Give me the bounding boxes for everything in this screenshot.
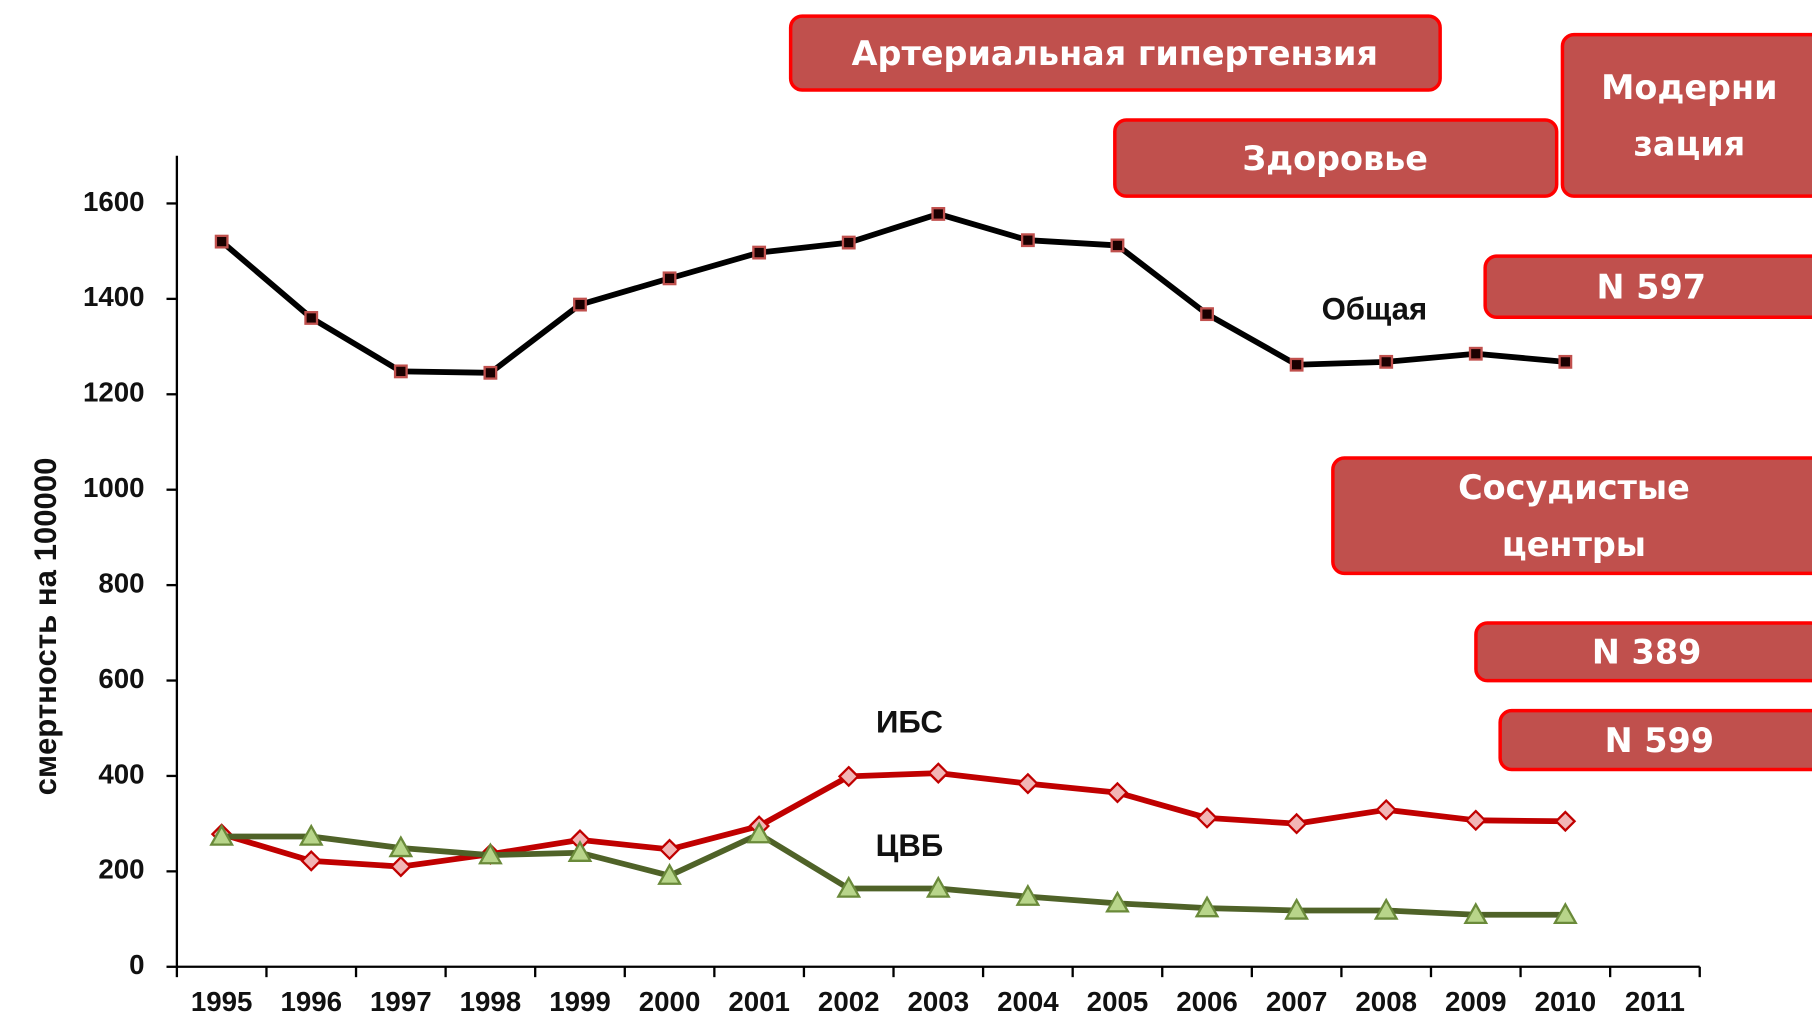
marker [388, 835, 414, 858]
x-tick-label: 2007 [1266, 986, 1328, 1017]
annotation-box [1474, 621, 1812, 683]
marker [1464, 809, 1487, 832]
marker [209, 823, 235, 846]
annotation-box [1331, 456, 1812, 576]
annotation-text: Здоровье [1242, 139, 1428, 178]
y-tick-label: 600 [98, 663, 144, 694]
marker [1194, 895, 1220, 918]
marker [657, 862, 682, 885]
annotation-box [788, 14, 1442, 92]
x-tick-label: 2000 [639, 986, 701, 1017]
marker [1196, 807, 1218, 829]
annotation-text: центры [1502, 525, 1646, 564]
x-tick-label: 1996 [280, 986, 342, 1017]
marker [658, 838, 681, 861]
marker [925, 875, 951, 898]
x-tick-label: 1998 [460, 986, 522, 1017]
annotation-text: N 597 [1597, 267, 1706, 306]
x-tick-label: 2001 [728, 986, 790, 1017]
x-tick-label: 2009 [1445, 986, 1507, 1017]
marker [389, 855, 412, 878]
marker [1375, 798, 1398, 821]
x-tick-label: 2008 [1355, 986, 1417, 1017]
annotation-text: N 389 [1592, 633, 1701, 672]
annotation-box [1113, 118, 1559, 198]
marker [1289, 357, 1304, 372]
y-tick-label: 800 [98, 567, 144, 598]
annotation-text: Артериальная гипертензия [852, 34, 1378, 73]
y-tick-label: 1400 [83, 281, 145, 312]
marker [752, 245, 767, 260]
marker [1200, 307, 1214, 322]
x-tick-label: 1999 [549, 986, 611, 1017]
marker [841, 235, 856, 250]
marker [478, 842, 503, 865]
marker [746, 821, 772, 844]
annotation-text: Сосудистые [1458, 468, 1690, 507]
series-line [221, 831, 1566, 918]
x-tick-label: 1995 [191, 986, 253, 1017]
annotation-box [1483, 254, 1812, 319]
y-tick-label: 200 [98, 854, 144, 885]
series-label: Общая [1322, 292, 1428, 327]
marker [1105, 890, 1130, 913]
x-tick-label: 2004 [997, 986, 1059, 1017]
x-tick-label: 2003 [908, 986, 970, 1017]
series-line [219, 211, 1566, 376]
marker [836, 875, 862, 898]
marker [304, 311, 319, 325]
x-tick-label: 2006 [1176, 986, 1238, 1017]
annotation-box [1560, 32, 1812, 198]
y-tick-label: 1000 [83, 472, 145, 503]
y-tick-label: 1200 [83, 377, 145, 408]
marker [1284, 897, 1309, 920]
x-tick-label: 2011 [1625, 986, 1685, 1017]
marker [300, 850, 323, 872]
marker [214, 234, 229, 249]
marker [1553, 902, 1578, 925]
marker [1285, 812, 1308, 835]
annotation-text: N 599 [1605, 721, 1714, 760]
x-tick-label: 1997 [370, 986, 432, 1017]
marker [483, 365, 498, 380]
y-tick-label: 1600 [83, 186, 145, 217]
y-axis-label: смертность на 100000 [28, 458, 63, 796]
annotation-text: Модерни [1601, 68, 1777, 107]
marker [1463, 902, 1489, 925]
marker [1106, 781, 1129, 804]
marker [662, 271, 677, 286]
y-tick-label: 400 [98, 758, 144, 789]
x-tick-label: 2002 [818, 986, 880, 1017]
x-tick-label: 2010 [1535, 986, 1597, 1017]
marker [393, 364, 408, 379]
annotation-box [1498, 708, 1812, 772]
marker [927, 762, 950, 784]
series-label: ЦВБ [876, 828, 944, 863]
marker [1020, 233, 1035, 248]
x-tick-label: 2005 [1087, 986, 1149, 1017]
annotation-text: зация [1633, 124, 1745, 163]
marker [1554, 810, 1577, 833]
marker [1373, 897, 1399, 920]
marker [573, 297, 587, 312]
marker [1017, 772, 1039, 795]
marker [837, 765, 860, 788]
y-tick-label: 0 [129, 949, 144, 980]
series-line [220, 770, 1566, 870]
marker [931, 207, 946, 221]
marker [1110, 238, 1125, 253]
marker [567, 840, 593, 862]
marker [298, 823, 324, 846]
marker [1379, 354, 1394, 369]
series-label: ИБС [876, 705, 943, 740]
marker [1468, 346, 1483, 361]
marker [1015, 883, 1041, 906]
marker [1558, 354, 1573, 369]
